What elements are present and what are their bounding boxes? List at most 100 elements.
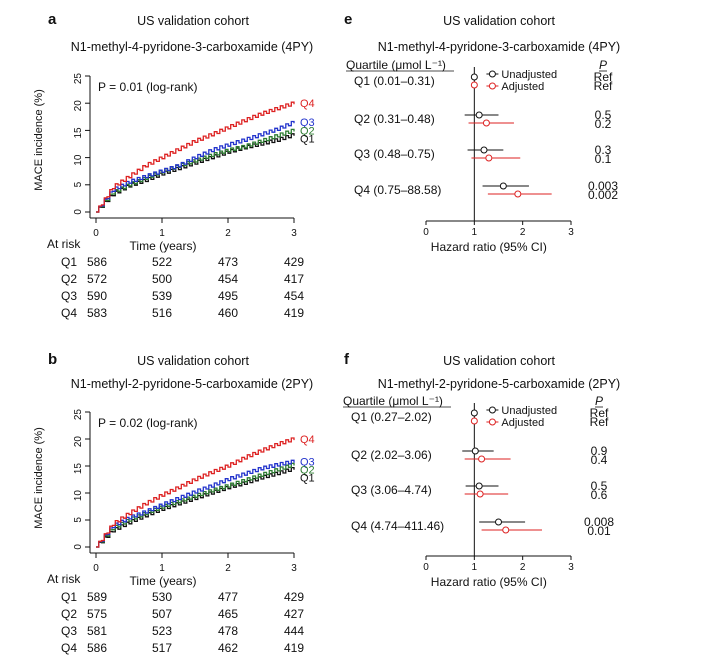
series-end-label-q1: Q1	[300, 133, 315, 145]
y-tick-label: 15	[73, 127, 84, 139]
at-risk-row-name: Q1	[61, 255, 77, 269]
x-tick-label: 3	[568, 227, 574, 238]
series-end-label-q2: Q2	[300, 465, 315, 477]
x-tick-label: 1	[159, 563, 165, 574]
at-risk-row-name: Q2	[61, 272, 77, 286]
at-risk-value: 523	[152, 624, 172, 638]
forest-row-label: Q4 (0.75–88.58)	[354, 183, 441, 197]
at-risk-value: 419	[284, 641, 304, 655]
at-risk-n0: 589	[87, 590, 107, 604]
at-risk-label: At risk	[47, 237, 81, 251]
at-risk-value: 444	[284, 624, 304, 638]
x-tick-label: 3	[291, 228, 297, 239]
p-value-adjusted: 0.4	[591, 453, 608, 467]
quartile-header: Quartile (μmol L⁻¹)	[343, 394, 443, 408]
p-header: P	[599, 58, 607, 72]
p-value-adjusted: 0.6	[591, 488, 608, 502]
forest-row-label: Q3 (0.48–0.75)	[354, 147, 435, 161]
p-value-adjusted: 0.2	[595, 117, 612, 131]
p-value-adjusted: 0.002	[588, 188, 618, 202]
x-tick-label: 2	[225, 563, 231, 574]
at-risk-value: 462	[218, 641, 238, 655]
at-risk-n0: 581	[87, 624, 107, 638]
at-risk-row-name: Q4	[61, 306, 77, 320]
series-end-label-q2: Q2	[300, 125, 315, 137]
x-axis-label: Time (years)	[130, 574, 197, 588]
x-tick-label: 0	[93, 563, 99, 574]
forest-row-label: Q1 (0.01–0.31)	[354, 74, 435, 88]
forest-row-label: Q2 (0.31–0.48)	[354, 112, 435, 126]
x-tick-label: 1	[472, 227, 478, 238]
km-curve-q4	[96, 437, 295, 548]
p-value-annotation: P = 0.01 (log-rank)	[98, 80, 198, 94]
quartile-header: Quartile (μmol L⁻¹)	[346, 58, 446, 72]
p-value-adjusted: Ref	[594, 79, 613, 93]
p-value-unadjusted: 0.5	[595, 108, 612, 122]
p-value-adjusted: Ref	[590, 415, 609, 429]
p-header: P	[595, 394, 603, 408]
panel-letter-b: b	[48, 351, 57, 368]
series-end-label-q1: Q1	[300, 473, 315, 485]
at-risk-value: 465	[218, 607, 238, 621]
at-risk-row-name: Q2	[61, 607, 77, 621]
chart-title: US validation cohort	[137, 14, 249, 28]
p-value-unadjusted: Ref	[594, 70, 613, 84]
p-value-unadjusted: 0.5	[591, 479, 608, 493]
x-axis-label: Hazard ratio (95% CI)	[431, 575, 547, 589]
x-tick-label: 0	[423, 227, 429, 238]
km-curve-q3	[96, 120, 295, 213]
hr-point-adjusted	[502, 526, 510, 534]
hr-point-adjusted	[482, 119, 490, 127]
forest-row-label: Q4 (4.74–411.46)	[351, 519, 444, 533]
at-risk-value: 539	[152, 289, 172, 303]
km-curve-q1	[96, 466, 295, 548]
series-end-label-q4: Q4	[300, 434, 315, 446]
x-axis-label: Hazard ratio (95% CI)	[431, 240, 547, 254]
chart-subtitle: N1-methyl-2-pyridone-5-carboxamide (2PY)	[378, 377, 620, 391]
x-tick-label: 1	[472, 562, 478, 573]
y-tick-label: 20	[73, 436, 84, 448]
chart-title: US validation cohort	[443, 14, 555, 28]
at-risk-value: 517	[152, 641, 172, 655]
x-tick-label: 1	[159, 228, 165, 239]
hr-point-unadjusted	[470, 409, 478, 417]
at-risk-n0: 586	[87, 255, 107, 269]
at-risk-value: 460	[218, 306, 238, 320]
km-curve-q2	[96, 128, 295, 213]
chart-subtitle: N1-methyl-2-pyridone-5-carboxamide (2PY)	[71, 377, 313, 391]
forest-row-label: Q1 (0.27–2.02)	[351, 410, 432, 424]
y-tick-label: 0	[73, 544, 84, 550]
legend-label-unadjusted: Unadjusted	[501, 405, 557, 417]
y-axis-label: MACE incidence (%)	[33, 427, 45, 528]
legend-label-adjusted: Adjusted	[501, 81, 544, 93]
at-risk-row-name: Q4	[61, 641, 77, 655]
at-risk-value: 429	[284, 590, 304, 604]
at-risk-value: 429	[284, 255, 304, 269]
at-risk-row-name: Q3	[61, 624, 77, 638]
at-risk-n0: 572	[87, 272, 107, 286]
series-end-label-q3: Q3	[300, 117, 315, 129]
chart-title: US validation cohort	[443, 354, 555, 368]
at-risk-value: 417	[284, 272, 304, 286]
chart-title: US validation cohort	[137, 354, 249, 368]
series-end-label-q4: Q4	[300, 98, 315, 110]
series-end-label-q3: Q3	[300, 457, 315, 469]
km-curve-q2	[96, 462, 295, 548]
y-tick-label: 20	[73, 100, 84, 112]
hr-point-adjusted	[476, 490, 484, 498]
legend-label-unadjusted: Unadjusted	[501, 69, 557, 81]
p-value-annotation: P = 0.02 (log-rank)	[98, 416, 198, 430]
at-risk-value: 473	[218, 255, 238, 269]
x-tick-label: 0	[93, 228, 99, 239]
y-axis-label: MACE incidence (%)	[33, 89, 45, 190]
km-curve-q1	[96, 133, 295, 213]
y-tick-label: 10	[73, 490, 84, 502]
legend-marker-unadjusted	[488, 70, 496, 78]
hr-point-unadjusted	[499, 182, 507, 190]
legend-label-adjusted: Adjusted	[501, 417, 544, 429]
at-risk-value: 419	[284, 306, 304, 320]
at-risk-row-name: Q1	[61, 590, 77, 604]
at-risk-n0: 590	[87, 289, 107, 303]
panel-letter-f: f	[344, 351, 350, 368]
at-risk-value: 454	[218, 272, 238, 286]
